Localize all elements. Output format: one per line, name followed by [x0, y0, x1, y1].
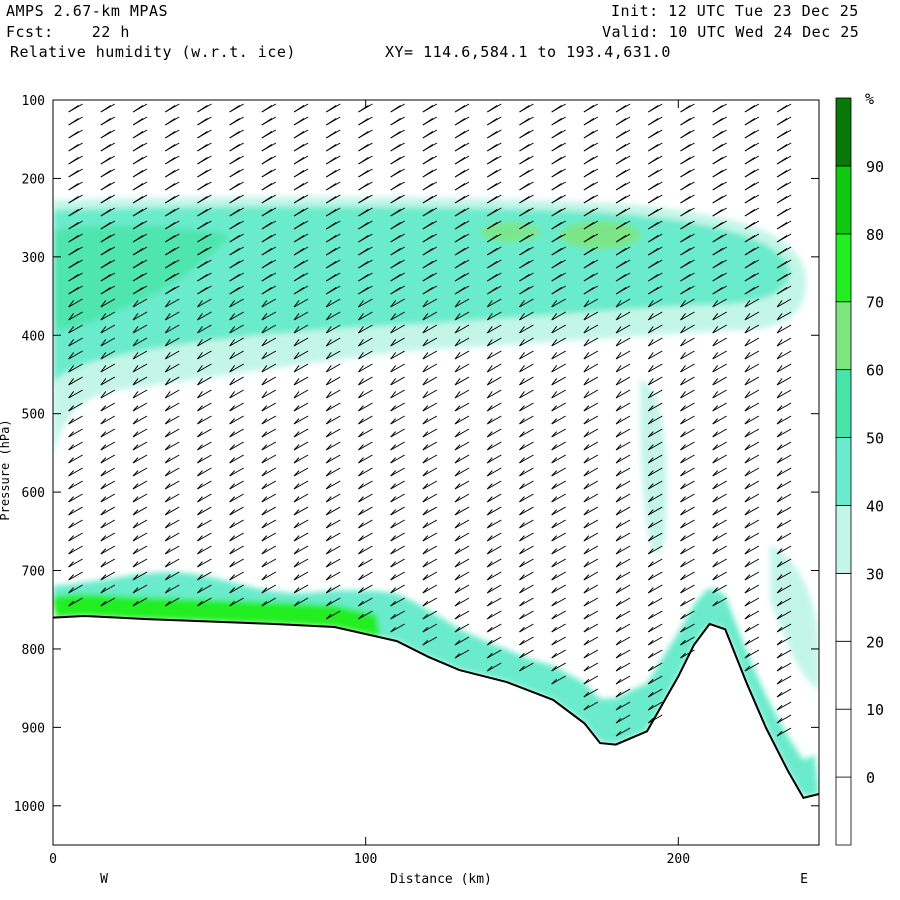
barb-column [358, 103, 373, 620]
terrain-surface-line [52, 614, 820, 800]
barb-column [744, 103, 760, 672]
colorbar: 0 10 20 30 40 50 60 70 80 90% [835, 90, 884, 846]
barb-column [229, 103, 244, 607]
barb-column [390, 103, 405, 633]
colorbar-label: 90 [866, 158, 884, 176]
field-name: Relative humidity (w.r.t. ice) [10, 43, 296, 61]
rh-40-column [640, 380, 667, 554]
y-tick-label: 500 [22, 408, 45, 423]
rh-70-core [560, 221, 640, 249]
west-label: W [100, 872, 108, 887]
model-title: AMPS 2.67-km MPAS [6, 2, 169, 20]
barb-column [776, 103, 792, 737]
barb-column [583, 103, 599, 711]
rh-low-level-layer [53, 572, 819, 797]
x-axis-label: Distance (km) [390, 872, 492, 887]
colorbar-label: 60 [866, 362, 884, 380]
barb-column [261, 103, 277, 607]
init-time: Init: 12 UTC Tue 23 Dec 25 [611, 2, 859, 20]
barb-column [519, 103, 534, 672]
barb-column [680, 103, 695, 659]
x-axis: 0 100 200 [49, 100, 690, 867]
y-tick-label: 400 [22, 329, 45, 344]
x-tick-label: 200 [667, 852, 690, 867]
y-tick-label: 800 [22, 643, 45, 658]
barb-column [197, 103, 212, 607]
plot-frame [52, 99, 820, 846]
colorbar-label: 0 [866, 769, 875, 787]
colorbar-swatch [835, 776, 852, 846]
barb-column [712, 103, 727, 607]
y-tick-label: 900 [22, 721, 45, 736]
barb-column [615, 103, 631, 737]
barb-column [293, 103, 309, 607]
x-tick-label: 0 [49, 852, 57, 867]
colorbar-swatch [835, 97, 852, 167]
colorbar-swatch [835, 301, 852, 371]
y-tick-label: 1000 [14, 800, 45, 815]
barb-column [422, 103, 438, 646]
colorbar-label: 10 [866, 701, 884, 719]
colorbar-label: 30 [866, 565, 884, 583]
wind-barbs [68, 103, 792, 737]
barb-column [551, 103, 566, 685]
barb-column [486, 103, 502, 672]
barb-column [164, 103, 180, 607]
barb-column [454, 103, 470, 659]
colorbar-swatch [835, 369, 852, 438]
colorbar-unit: % [865, 90, 874, 108]
rh-40-east [770, 545, 819, 690]
rh-60-region-west [53, 225, 230, 330]
barb-column [68, 103, 83, 607]
colorbar-label: 80 [866, 226, 884, 244]
valid-time: Valid: 10 UTC Wed 24 Dec 25 [602, 23, 860, 41]
colorbar-swatch [835, 165, 852, 235]
y-tick-label: 600 [22, 486, 45, 501]
colorbar-swatch [835, 233, 852, 303]
barb-column [325, 103, 341, 620]
colorbar-label: 70 [866, 294, 884, 312]
colorbar-label: 50 [866, 430, 884, 448]
colorbar-label: 20 [866, 633, 884, 651]
colorbar-swatch [835, 572, 852, 642]
x-tick-label: 100 [354, 852, 377, 867]
east-label: E [800, 872, 808, 887]
colorbar-swatch [835, 640, 852, 710]
below-ground-mask [53, 616, 819, 845]
colorbar-swatch [835, 505, 852, 574]
y-tick-label: 100 [22, 94, 45, 109]
barb-column [132, 103, 148, 607]
colorbar-swatch [835, 708, 852, 778]
barb-column [647, 103, 663, 724]
cross-section-coords: XY= 114.6,584.1 to 193.4,631.0 [385, 43, 671, 61]
colorbar-label: 40 [866, 497, 884, 515]
rh-70-core-2 [480, 222, 540, 242]
y-axis: 100 200 300 400 500 600 700 800 900 1000 [14, 94, 819, 815]
y-tick-label: 200 [22, 172, 45, 187]
y-tick-label: 700 [22, 565, 45, 580]
y-axis-label: Pressure (hPa) [0, 419, 12, 520]
forecast-hour: Fcst: 22 h [6, 23, 130, 41]
barb-column [100, 103, 116, 607]
colorbar-swatch [835, 437, 852, 506]
y-tick-label: 300 [22, 251, 45, 266]
